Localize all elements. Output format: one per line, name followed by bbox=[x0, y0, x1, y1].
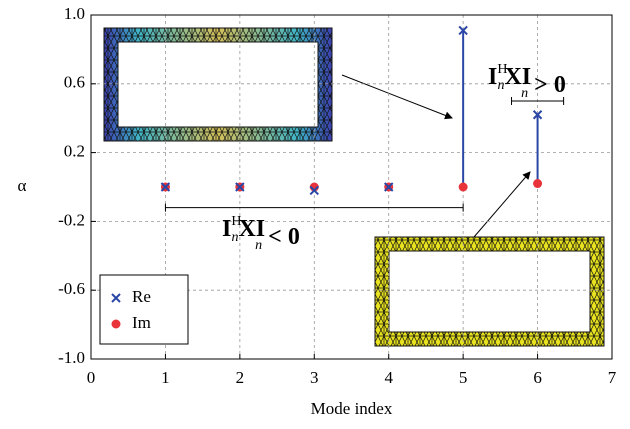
legend-label: Re bbox=[132, 287, 151, 306]
y-tick-label: 1.0 bbox=[64, 4, 85, 23]
y-tick-label: 0.2 bbox=[64, 142, 85, 161]
annotation-part: n bbox=[521, 86, 528, 101]
legend-marker bbox=[112, 320, 121, 329]
chart: -1.0 -0.6 -0.2 0.2 0.6 1.0 0 1 2 3 4 5 6 7 Mode index α… bbox=[0, 0, 630, 429]
x-tick-label: 5 bbox=[459, 368, 468, 387]
y-axis-title: α bbox=[18, 176, 27, 195]
point bbox=[459, 183, 468, 192]
arrow bbox=[342, 75, 452, 118]
y-tick-label: -0.6 bbox=[58, 279, 85, 298]
x-tick-label: 6 bbox=[533, 368, 542, 387]
annotation-part: n bbox=[497, 78, 504, 93]
x-tick-label: 7 bbox=[608, 368, 617, 387]
y-tick-label: -1.0 bbox=[58, 348, 85, 367]
inset-bottom bbox=[375, 237, 604, 346]
annotation-part: I bbox=[488, 64, 497, 90]
legend-label: Im bbox=[132, 313, 151, 332]
point bbox=[533, 179, 542, 188]
legend-box bbox=[100, 275, 188, 344]
y-tick-label: -0.2 bbox=[58, 210, 85, 229]
x-tick-label: 0 bbox=[87, 368, 96, 387]
x-axis-title: Mode index bbox=[311, 399, 393, 418]
annotation-part: n bbox=[255, 238, 262, 253]
inset-top bbox=[104, 28, 332, 141]
x-tick-label: 4 bbox=[384, 368, 393, 387]
annotation-part: < 0 bbox=[262, 224, 300, 250]
y-tick-label: 0.6 bbox=[64, 73, 85, 92]
arrow bbox=[474, 172, 530, 237]
annotation-part: I bbox=[222, 216, 231, 242]
x-tick-label: 3 bbox=[310, 368, 319, 387]
annotation-part: n bbox=[231, 230, 238, 245]
x-tick-label: 2 bbox=[236, 368, 245, 387]
x-tick-label: 1 bbox=[161, 368, 170, 387]
annotation-part: > 0 bbox=[528, 72, 566, 98]
